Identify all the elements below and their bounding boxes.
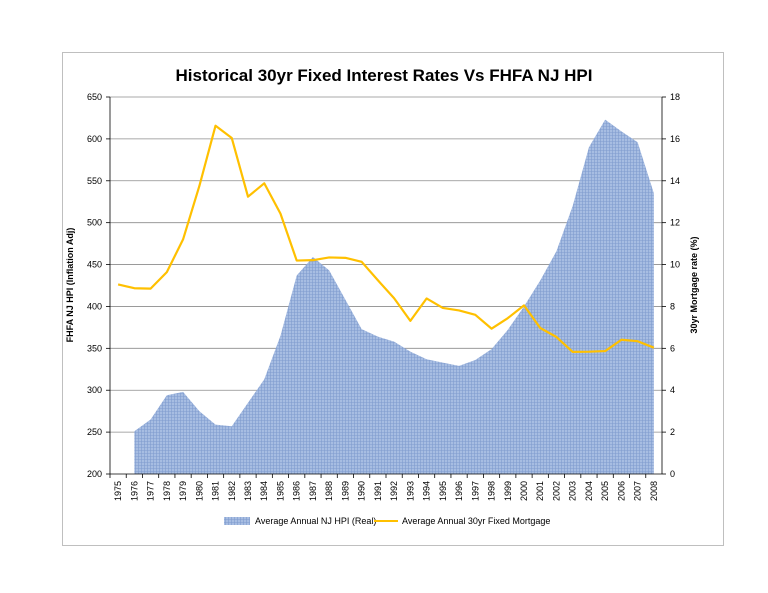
tick-labels: 200 250 300 350 400 450 500 550 600 650 0 2 4 6 8 10 12 1… bbox=[87, 92, 680, 501]
hpi-area bbox=[134, 119, 654, 475]
x-tick-label: 1990 bbox=[357, 481, 367, 501]
x-tick-label: 1989 bbox=[340, 481, 350, 501]
y-right-tick-label: 6 bbox=[670, 343, 675, 353]
x-tick-label: 1976 bbox=[129, 481, 139, 501]
y-left-tick-label: 300 bbox=[87, 385, 102, 395]
x-tick-label: 2006 bbox=[616, 481, 626, 501]
x-tick-label: 1996 bbox=[454, 481, 464, 501]
x-tick-label: 1995 bbox=[438, 481, 448, 501]
y-left-tick-label: 400 bbox=[87, 301, 102, 311]
x-tick-label: 1988 bbox=[324, 481, 334, 501]
x-tick-label: 2002 bbox=[551, 481, 561, 501]
y-left-tick-label: 500 bbox=[87, 218, 102, 228]
y-right-tick-label: 10 bbox=[670, 260, 680, 270]
y-right-tick-label: 8 bbox=[670, 301, 675, 311]
chart-title: Historical 30yr Fixed Interest Rates Vs … bbox=[175, 66, 593, 85]
x-tick-label: 1986 bbox=[292, 481, 302, 501]
x-tick-label: 1985 bbox=[275, 481, 285, 501]
y-left-tick-label: 250 bbox=[87, 427, 102, 437]
x-tick-label: 1991 bbox=[373, 481, 383, 501]
y-right-tick-label: 18 bbox=[670, 92, 680, 102]
y-left-tick-label: 650 bbox=[87, 92, 102, 102]
x-tick-label: 1982 bbox=[227, 481, 237, 501]
x-tick-label: 1978 bbox=[162, 481, 172, 501]
legend: Average Annual NJ HPI (Real) Average Ann… bbox=[224, 516, 550, 526]
x-tick-label: 1992 bbox=[389, 481, 399, 501]
y-right-tick-label: 12 bbox=[670, 218, 680, 228]
x-tick-label: 1980 bbox=[194, 481, 204, 501]
legend-label-hpi: Average Annual NJ HPI (Real) bbox=[255, 516, 376, 526]
x-tick-label: 1998 bbox=[487, 481, 497, 501]
x-tick-label: 1987 bbox=[308, 481, 318, 501]
y-left-tick-label: 200 bbox=[87, 469, 102, 479]
x-tick-label: 2004 bbox=[584, 481, 594, 501]
x-tick-label: 2005 bbox=[600, 481, 610, 501]
hpi-area-layer bbox=[134, 119, 654, 475]
x-tick-label: 1977 bbox=[146, 481, 156, 501]
x-tick-label: 1994 bbox=[422, 481, 432, 501]
y-axis-left-title: FHFA NJ HPI (Inflation Adj) bbox=[65, 228, 75, 343]
y-right-tick-label: 4 bbox=[670, 385, 675, 395]
x-tick-label: 1999 bbox=[503, 481, 513, 501]
y-left-tick-label: 550 bbox=[87, 176, 102, 186]
y-right-tick-label: 16 bbox=[670, 134, 680, 144]
x-tick-label: 1981 bbox=[211, 481, 221, 501]
y-right-tick-label: 0 bbox=[670, 469, 675, 479]
chart-frame bbox=[62, 52, 724, 546]
x-tick-label: 2007 bbox=[633, 481, 643, 501]
x-tick-label: 1984 bbox=[259, 481, 269, 501]
x-tick-label: 2001 bbox=[535, 481, 545, 501]
x-tick-label: 1975 bbox=[113, 481, 123, 501]
y-left-tick-label: 600 bbox=[87, 134, 102, 144]
x-tick-label: 2008 bbox=[649, 481, 659, 501]
y-axis-right-title: 30yr Mortgage rate (%) bbox=[689, 236, 699, 333]
x-tick-label: 1983 bbox=[243, 481, 253, 501]
y-left-tick-label: 450 bbox=[87, 260, 102, 270]
mortgage-line-layer bbox=[117, 124, 655, 353]
legend-swatch-hpi bbox=[224, 517, 250, 525]
legend-label-mortgage: Average Annual 30yr Fixed Mortgage bbox=[402, 516, 550, 526]
y-left-tick-label: 350 bbox=[87, 343, 102, 353]
y-right-tick-label: 14 bbox=[670, 176, 680, 186]
y-right-tick-label: 2 bbox=[670, 427, 675, 437]
x-tick-label: 2003 bbox=[568, 481, 578, 501]
x-tick-label: 1979 bbox=[178, 481, 188, 501]
x-tick-label: 1997 bbox=[470, 481, 480, 501]
x-tick-label: 2000 bbox=[519, 481, 529, 501]
x-tick-label: 1993 bbox=[405, 481, 415, 501]
mortgage-line bbox=[117, 124, 655, 353]
